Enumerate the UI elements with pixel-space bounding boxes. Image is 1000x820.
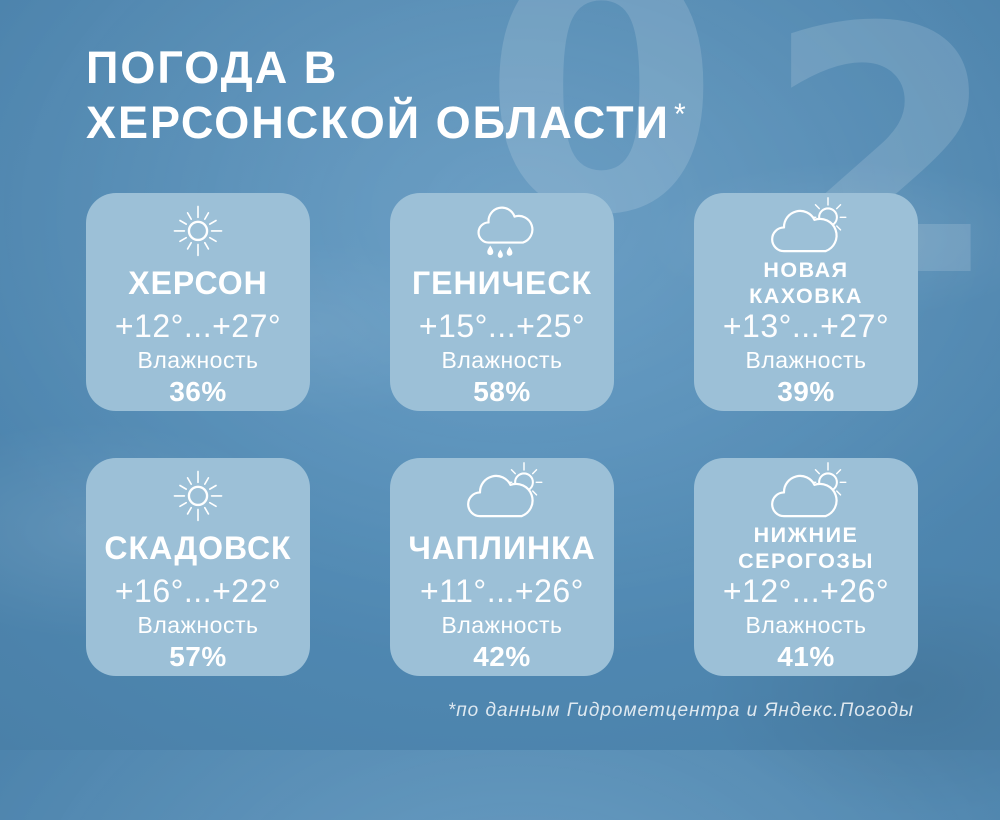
- cloud-sun-icon: [452, 462, 552, 527]
- page-title: ПОГОДА В ХЕРСОНСКОЙ ОБЛАСТИ *: [86, 42, 686, 153]
- city-name: ГЕНИЧЕСК: [411, 265, 593, 302]
- humidity-label: Влажность: [137, 612, 259, 638]
- temperature-range: +13°...+27°: [722, 307, 890, 344]
- humidity-label: Влажность: [441, 612, 563, 638]
- cloud-sun-icon: [756, 197, 856, 262]
- humidity-label: Влажность: [441, 347, 563, 373]
- city-name: ХЕРСОН: [128, 265, 268, 302]
- humidity-value: 39%: [777, 375, 835, 407]
- rain-cloud-icon: [468, 198, 536, 262]
- page-title-line1: ПОГОДА В: [86, 42, 339, 93]
- page-title-line2: ХЕРСОНСКОЙ ОБЛАСТИ *: [86, 96, 686, 148]
- weather-card-nizhnie-serogozy: НИЖНИЕ СЕРОГОЗЫ +12°...+26° Влажность 41…: [694, 458, 918, 676]
- city-name: СКАДОВСК: [104, 530, 292, 567]
- weather-card-genichesk: ГЕНИЧЕСК +15°...+25° Влажность 58%: [390, 193, 614, 411]
- weather-card-novaya-kakhovka: НОВАЯ КАХОВКА +13°...+27° Влажность 39%: [694, 193, 918, 411]
- temperature-range: +15°...+25°: [418, 307, 586, 344]
- sun-icon: [169, 463, 227, 527]
- humidity-value: 42%: [473, 640, 531, 672]
- city-name: НОВАЯ КАХОВКА: [749, 258, 863, 308]
- weather-card-kherson: ХЕРСОН +12°...+27° Влажность 36%: [86, 193, 310, 411]
- weather-cards-grid: ХЕРСОН +12°...+27° Влажность 36% ГЕНИЧЕС…: [86, 193, 918, 676]
- temperature-range: +16°...+22°: [114, 572, 282, 609]
- humidity-value: 41%: [777, 640, 835, 672]
- weather-card-chaplinka: ЧАПЛИНКА +11°...+26° Влажность 42%: [390, 458, 614, 676]
- footnote-marker: *: [674, 97, 686, 131]
- humidity-value: 57%: [169, 640, 227, 672]
- humidity-label: Влажность: [745, 347, 867, 373]
- temperature-range: +12°...+27°: [114, 307, 282, 344]
- humidity-value: 36%: [169, 375, 227, 407]
- data-source-footnote: *по данным Гидрометцентра и Яндекс.Погод…: [447, 700, 914, 721]
- city-name: ЧАПЛИНКА: [408, 530, 596, 567]
- humidity-value: 58%: [473, 375, 531, 407]
- weather-card-skadovsk: СКАДОВСК +16°...+22° Влажность 57%: [86, 458, 310, 676]
- humidity-label: Влажность: [745, 612, 867, 638]
- city-name: НИЖНИЕ СЕРОГОЗЫ: [738, 523, 874, 573]
- sun-icon: [169, 198, 227, 262]
- cloud-sun-icon: [756, 462, 856, 527]
- temperature-range: +11°...+26°: [420, 572, 584, 609]
- temperature-range: +12°...+26°: [722, 572, 890, 609]
- humidity-label: Влажность: [137, 347, 259, 373]
